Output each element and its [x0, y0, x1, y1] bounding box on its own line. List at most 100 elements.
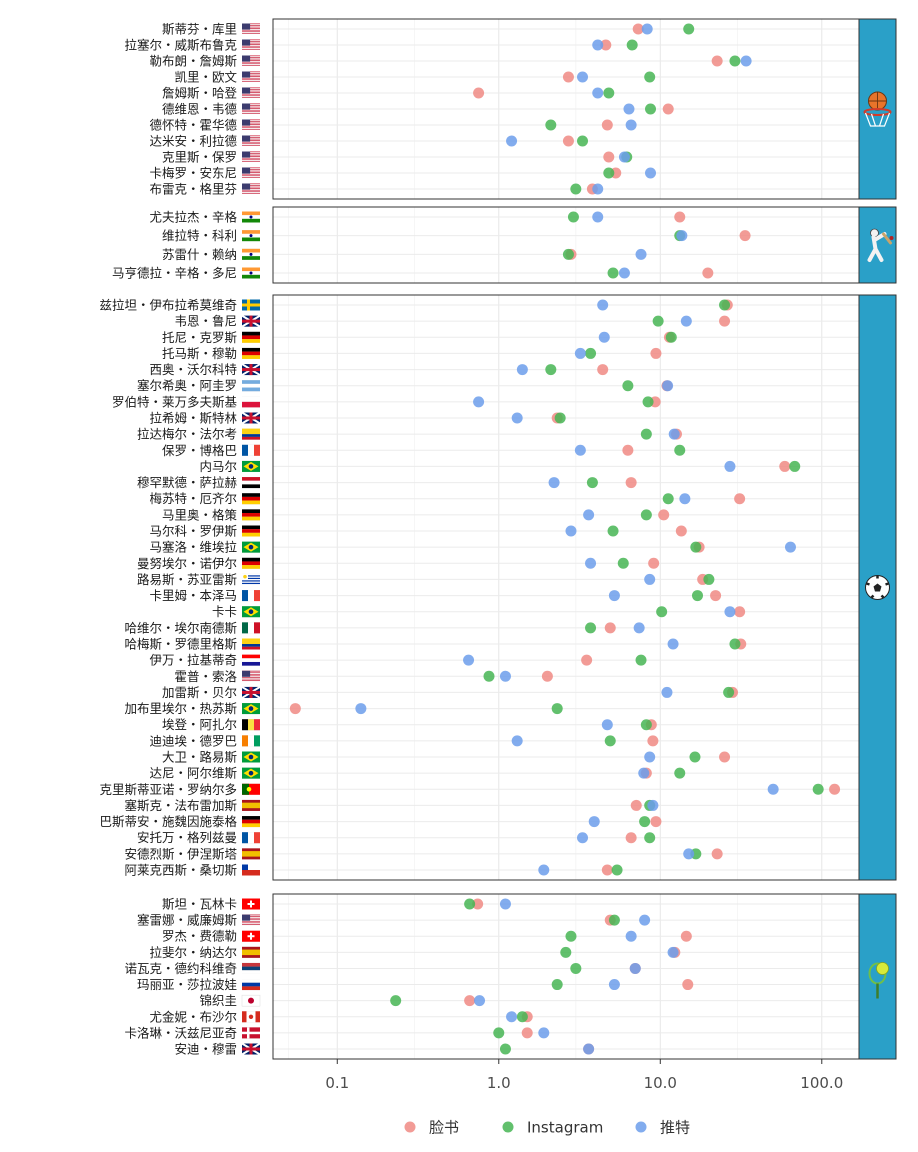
twitter-point [592, 211, 604, 223]
instagram-point [674, 444, 686, 456]
twitter-point [667, 946, 679, 958]
twitter-point [680, 315, 692, 327]
instagram-point [703, 573, 715, 585]
country-flag-icon [242, 428, 260, 440]
facebook-point [702, 267, 714, 279]
instagram-point [554, 412, 566, 424]
facebook-point [472, 898, 484, 910]
instagram-point [729, 55, 741, 67]
athlete-label: 曼努埃尔・诺伊尔 [137, 556, 237, 571]
twitter-point [597, 299, 609, 311]
facebook-point [562, 71, 574, 83]
country-flag-icon [242, 331, 260, 343]
facet-strip [858, 206, 897, 284]
country-flag-icon [242, 1027, 260, 1039]
twitter-point [577, 832, 589, 844]
athlete-label: 哈梅斯・罗德里格斯 [124, 637, 237, 652]
facebook-point [541, 670, 553, 682]
twitter-point [511, 412, 523, 424]
country-flag-icon [242, 493, 260, 505]
instagram-point [639, 816, 651, 828]
facebook-point [675, 525, 687, 537]
twitter-point [625, 119, 637, 131]
athlete-label: 德怀特・霍华德 [149, 118, 237, 133]
facebook-point [581, 654, 593, 666]
x-axis: 0.1 1.0 10.0 100.0 [325, 1059, 843, 1092]
athlete-label: 卡里姆・本泽马 [149, 588, 237, 603]
athlete-label: 巴斯蒂安・施魏因施泰格 [99, 814, 237, 829]
country-flag-icon [242, 799, 260, 811]
twitter-point [583, 1043, 595, 1055]
facebook-point [739, 230, 751, 242]
x-tick-label: 10.0 [644, 1074, 677, 1092]
instagram-point [656, 606, 668, 618]
country-flag-icon [242, 848, 260, 860]
instagram-point [570, 183, 582, 195]
twitter-point [538, 864, 550, 876]
athlete-label: 凯里・欧文 [174, 70, 237, 85]
instagram-point [585, 347, 597, 359]
instagram-point [607, 267, 619, 279]
instagram-point [551, 979, 563, 991]
instagram-point [577, 135, 589, 147]
athlete-label: 塞雷娜・威廉姆斯 [137, 913, 237, 928]
twitter-point [588, 816, 600, 828]
facet-strip [858, 18, 897, 200]
cricket-icon [867, 228, 894, 262]
country-flag-icon [242, 39, 260, 51]
twitter-point [585, 557, 597, 569]
athlete-label: 迪迪埃・德罗巴 [149, 733, 237, 748]
country-flag-icon [242, 832, 260, 844]
country-flag-icon [242, 946, 260, 958]
athlete-label: 马塞洛・维埃拉 [149, 540, 237, 555]
athlete-label: 尤金妮・布沙尔 [149, 1009, 237, 1024]
twitter-point [565, 525, 577, 537]
facebook-point [562, 135, 574, 147]
instagram-point [626, 39, 638, 51]
country-flag-icon [241, 314, 261, 328]
twitter-point [618, 151, 630, 163]
athlete-label: 内马尔 [199, 459, 237, 474]
athlete-label: 塞尔希奥・阿圭罗 [137, 378, 237, 393]
facebook-point [734, 493, 746, 505]
country-flag-icon [242, 211, 260, 223]
country-flag-icon [242, 541, 260, 553]
twitter-point [623, 103, 635, 115]
country-flag-icon [241, 411, 261, 425]
legend-item-instagram: Instagram [502, 1119, 603, 1137]
instagram-point [644, 832, 656, 844]
twitter-point [592, 183, 604, 195]
facet-panel: 斯坦・瓦林卡塞雷娜・威廉姆斯罗杰・费德勒拉斐尔・纳达尔诺瓦克・德约科维奇玛丽亚・… [124, 893, 897, 1060]
twitter-point [644, 573, 656, 585]
country-flag-icon [242, 525, 260, 537]
country-flag-icon [242, 444, 260, 456]
athlete-label: 大卫・路易斯 [162, 750, 237, 765]
country-flag-icon [242, 380, 260, 392]
athlete-label: 诺瓦克・德约科维奇 [124, 961, 237, 976]
instagram-point [585, 622, 597, 634]
instagram-point [642, 396, 654, 408]
twitter-point [583, 509, 595, 521]
country-flag-icon [242, 230, 260, 242]
instagram-point [689, 751, 701, 763]
twitter-point [625, 930, 637, 942]
facebook-point [597, 364, 609, 376]
facebook-point [650, 347, 662, 359]
country-flag-icon [242, 962, 260, 974]
country-flag-icon [242, 735, 260, 747]
country-flag-icon [242, 55, 260, 67]
twitter-point [499, 898, 511, 910]
country-flag-icon [242, 767, 260, 779]
twitter-point [511, 735, 523, 747]
instagram-point [674, 767, 686, 779]
facebook-point [648, 557, 660, 569]
country-flag-icon [242, 71, 260, 83]
country-flag-icon [242, 477, 260, 489]
athlete-label: 埃登・阿扎尔 [162, 717, 237, 732]
panel-background [273, 894, 859, 1059]
facebook-point [711, 848, 723, 860]
athlete-label: 卡梅罗・安东尼 [149, 166, 237, 181]
athlete-label: 达米安・利拉德 [149, 134, 237, 149]
twitter-point [574, 444, 586, 456]
facebook-point [682, 979, 694, 991]
